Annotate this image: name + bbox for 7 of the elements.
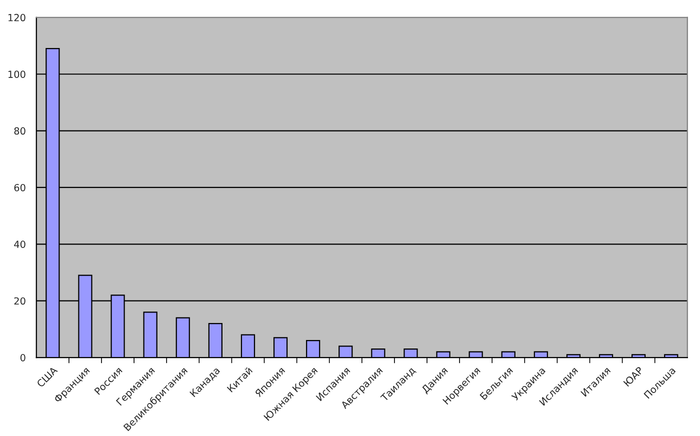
y-tick-label: 120 xyxy=(8,14,26,22)
y-tick-label: 40 xyxy=(14,240,26,248)
y-tick-label: 100 xyxy=(8,70,26,78)
y-tick-label: 60 xyxy=(14,184,26,192)
y-tick-label: 20 xyxy=(14,297,26,305)
y-tick-label: 0 xyxy=(20,354,26,362)
y-tick-label: 80 xyxy=(14,127,26,135)
